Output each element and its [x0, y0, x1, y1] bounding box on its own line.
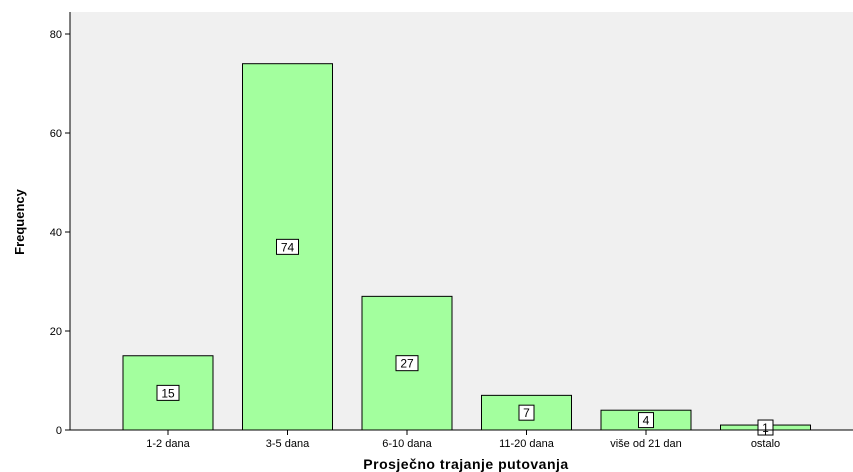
data-label-box	[395, 355, 419, 372]
y-tick-label: 0	[56, 425, 62, 437]
data-label: 15	[161, 386, 175, 400]
data-label-box	[638, 412, 654, 429]
data-label: 7	[523, 406, 530, 420]
data-label-box	[276, 238, 299, 255]
data-label: 4	[643, 414, 650, 428]
x-tick-label: 11-20 dana	[499, 438, 555, 450]
x-tick-label: više od 21 dan	[610, 438, 682, 450]
data-label-box	[757, 419, 774, 436]
y-tick-label: 20	[50, 326, 62, 338]
x-tick-label: 1-2 dana	[146, 438, 190, 450]
x-axis-title: Prosječno trajanje putovanja	[363, 456, 568, 472]
data-label-box	[518, 404, 535, 421]
x-tick-label: 3-5 dana	[266, 438, 310, 450]
data-label: 27	[400, 357, 414, 371]
x-ticks-group: 1-2 dana 3-5 dana 6-10 dana 11-20 dana više …	[146, 430, 780, 450]
y-tick-label: 80	[50, 29, 62, 41]
y-axis-title: Frequency	[12, 188, 27, 255]
data-label: 1	[762, 421, 769, 435]
y-tick-label: 40	[50, 227, 62, 239]
y-ticks-group: 0 20 40 60 80	[50, 29, 70, 437]
y-tick-label: 60	[50, 128, 62, 140]
x-tick-label: 6-10 dana	[382, 438, 432, 450]
data-label: 74	[281, 240, 295, 254]
x-tick-label: ostalo	[751, 438, 780, 450]
data-label-box	[156, 384, 180, 401]
